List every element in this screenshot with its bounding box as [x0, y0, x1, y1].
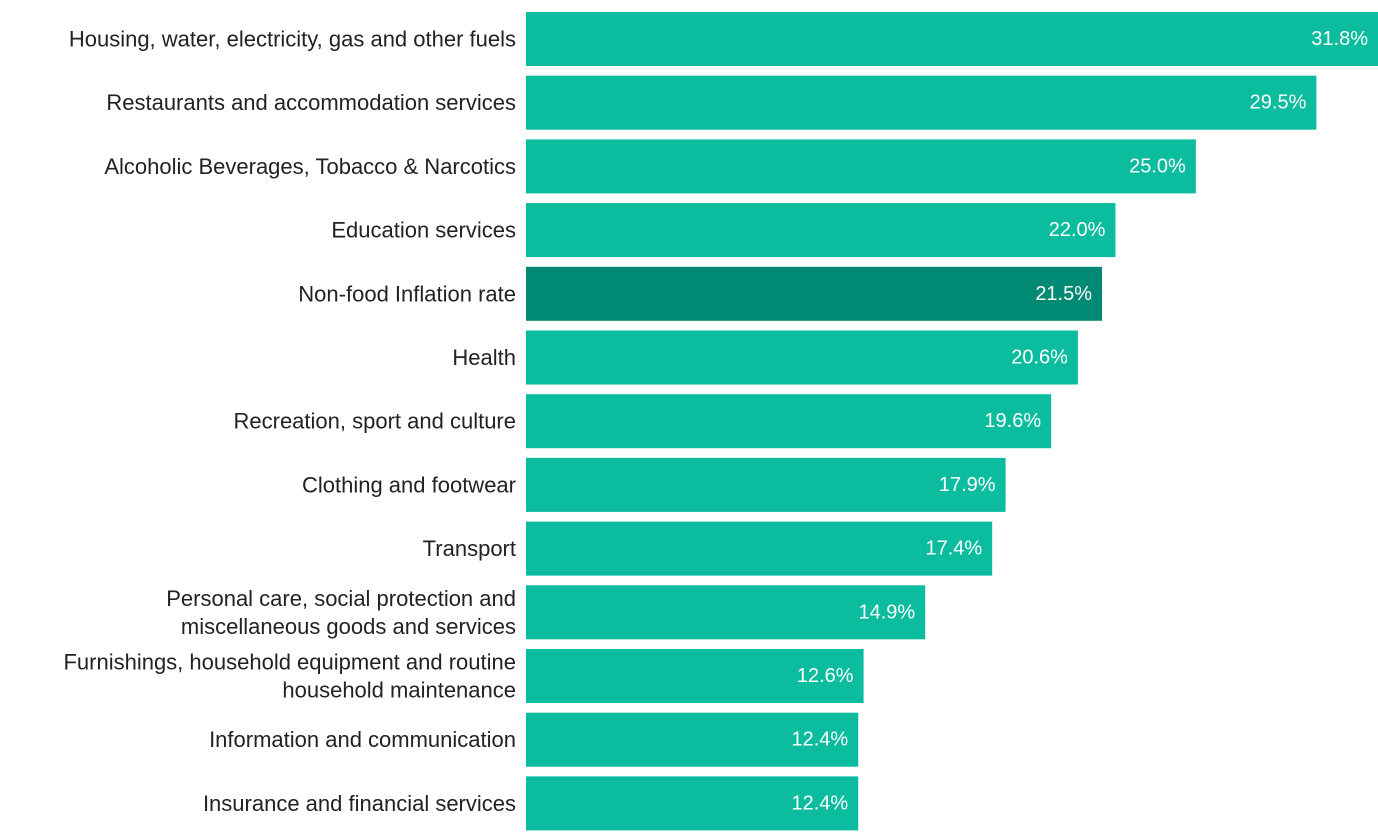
category-label-6: Recreation, sport and culture [234, 409, 517, 434]
bar-11 [526, 712, 859, 767]
category-label-8: Transport [423, 536, 516, 561]
value-label-3: 22.0% [1049, 219, 1106, 241]
bar-7 [526, 457, 1006, 512]
category-label-11: Information and communication [209, 727, 516, 752]
category-label-5: Health [452, 345, 516, 370]
value-label-0: 31.8% [1311, 28, 1368, 50]
category-label-3: Education services [331, 218, 516, 243]
value-label-2: 25.0% [1129, 155, 1186, 177]
category-label-4: Non-food Inflation rate [298, 281, 516, 306]
category-label-7: Clothing and footwear [302, 472, 516, 497]
bar-0 [526, 12, 1378, 66]
category-label-12: Insurance and financial services [203, 791, 516, 816]
bars-layer [526, 12, 1378, 831]
category-labels-layer: Housing, water, electricity, gas and oth… [63, 27, 516, 816]
value-label-6: 19.6% [984, 410, 1041, 432]
bar-8 [526, 521, 993, 576]
value-label-5: 20.6% [1011, 347, 1068, 369]
value-label-10: 12.6% [797, 665, 854, 687]
category-label-2: Alcoholic Beverages, Tobacco & Narcotics [104, 154, 516, 179]
value-label-11: 12.4% [792, 729, 849, 751]
bar-4 [526, 266, 1103, 321]
bar-3 [526, 203, 1116, 258]
category-label-10-line-1: household maintenance [282, 678, 516, 703]
value-label-7: 17.9% [939, 474, 996, 496]
value-label-12: 12.4% [792, 792, 849, 814]
category-label-1: Restaurants and accommodation services [106, 90, 516, 115]
category-label-9-line-0: Personal care, social protection and [166, 586, 516, 611]
value-label-8: 17.4% [925, 538, 982, 560]
bar-9 [526, 585, 926, 640]
category-label-10-line-0: Furnishings, household equipment and rou… [63, 650, 516, 675]
bar-12 [526, 776, 859, 831]
bar-2 [526, 139, 1196, 194]
bar-10 [526, 649, 864, 703]
bar-5 [526, 330, 1078, 385]
category-label-9-line-1: miscellaneous goods and services [181, 614, 516, 639]
value-labels-layer: 31.8% 29.5% 25.0% 22.0% 21.5% 20.6% 19.6% 17.9%… [792, 28, 1369, 814]
bar-1 [526, 75, 1317, 130]
value-label-9: 14.9% [858, 601, 915, 623]
value-label-1: 29.5% [1250, 92, 1307, 114]
bar-6 [526, 394, 1052, 449]
category-label-0: Housing, water, electricity, gas and oth… [69, 27, 516, 52]
value-label-4: 21.5% [1035, 283, 1092, 305]
